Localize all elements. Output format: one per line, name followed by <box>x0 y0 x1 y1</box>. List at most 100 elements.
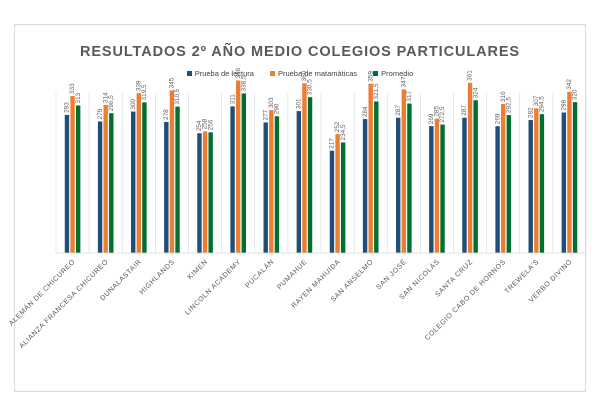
category-label: HIGHLANDS <box>139 258 177 296</box>
bar <box>230 106 235 253</box>
data-label: 272,5 <box>439 106 446 122</box>
bar <box>539 114 545 254</box>
data-label: 313 <box>75 92 82 103</box>
category-label: LINCOLN ACADEMY <box>184 258 242 316</box>
bar <box>197 133 202 253</box>
bar <box>396 117 401 253</box>
bar <box>175 106 180 253</box>
data-label: 333 <box>69 83 76 94</box>
bar <box>75 105 81 253</box>
data-label: 277 <box>262 109 269 120</box>
bar <box>368 83 373 253</box>
data-label: 234,5 <box>340 124 347 140</box>
data-label: 314 <box>102 92 109 103</box>
data-label: 254 <box>196 120 203 131</box>
data-label: 345 <box>169 77 176 88</box>
data-label: 269 <box>494 113 501 124</box>
category-label: KIMEN <box>187 258 210 281</box>
data-label: 307 <box>533 95 540 106</box>
bar <box>241 93 246 254</box>
bar <box>269 110 274 254</box>
data-label: 217 <box>329 138 336 149</box>
legend-item-lectura: Prueba de lectura <box>186 69 254 78</box>
bar <box>263 122 268 254</box>
legend-label-lectura: Prueba de lectura <box>194 69 254 78</box>
data-label: 339 <box>136 80 143 91</box>
bar <box>506 115 511 253</box>
data-label: 293 <box>64 102 71 113</box>
bar <box>235 80 241 253</box>
bar <box>429 126 434 253</box>
legend-item-matematicas: Prueba de matamáticas <box>269 69 358 78</box>
data-label: 359 <box>367 71 374 82</box>
data-label: 296,5 <box>108 95 115 111</box>
bar <box>202 131 208 253</box>
data-label: 317 <box>406 90 413 101</box>
data-label: 361 <box>467 70 474 81</box>
legend-swatch-promedio <box>373 71 379 76</box>
bar <box>296 111 302 253</box>
category-label: TREWELA'S <box>504 258 541 295</box>
data-label: 282 <box>527 107 534 118</box>
bar <box>164 121 169 253</box>
data-label: 284 <box>362 106 369 117</box>
data-label: 278 <box>163 109 170 120</box>
category-label: PUMAHUE <box>276 258 309 291</box>
bar <box>473 100 478 253</box>
data-label: 316 <box>500 91 507 102</box>
data-label: 279 <box>97 108 104 119</box>
category-label: PUCALÁN <box>243 257 276 290</box>
bar <box>500 104 506 254</box>
data-label: 256 <box>207 119 214 130</box>
bar <box>528 120 533 253</box>
bar <box>440 124 445 254</box>
data-label: 347 <box>401 76 408 87</box>
bar <box>307 97 313 253</box>
data-label: 287 <box>461 105 468 116</box>
data-label: 338,5 <box>240 75 247 91</box>
bar <box>136 93 142 253</box>
legend-item-promedio: Promedio <box>373 69 413 78</box>
data-label: 269 <box>428 113 435 124</box>
bar <box>434 118 440 254</box>
data-label: 342 <box>566 79 573 90</box>
bar <box>131 111 136 253</box>
legend-label-matematicas: Prueba de matamáticas <box>277 69 358 78</box>
bar <box>362 119 368 253</box>
bar <box>64 114 70 253</box>
bar <box>169 90 175 253</box>
data-label: 290 <box>274 103 281 114</box>
bar <box>534 108 539 254</box>
legend: Prueba de lectura Prueba de matamáticas … <box>0 69 600 78</box>
legend-swatch-lectura <box>186 71 192 76</box>
bar <box>567 91 572 254</box>
data-label: 301 <box>296 98 303 109</box>
chart-title: RESULTADOS 2º AÑO MEDIO COLEGIOS PARTICU… <box>79 44 520 60</box>
data-label: 303 <box>268 97 275 108</box>
bar <box>561 112 567 253</box>
bar <box>302 83 307 254</box>
bar <box>462 117 467 253</box>
bar <box>401 89 407 254</box>
bar <box>274 116 280 254</box>
bar <box>109 113 114 253</box>
bar <box>103 104 108 253</box>
data-label: 360 <box>301 70 308 81</box>
data-label: 285 <box>434 106 441 117</box>
category-label: ALEMÁN DE CHICUREO <box>7 257 77 327</box>
data-label: 324 <box>472 87 479 98</box>
bar <box>329 150 335 253</box>
data-label: 298 <box>561 99 568 110</box>
data-label: 287 <box>395 105 402 116</box>
legend-swatch-matematicas <box>269 71 275 76</box>
bar <box>142 102 147 253</box>
data-label: 252 <box>334 121 341 132</box>
bar <box>70 96 75 253</box>
bar <box>572 102 578 254</box>
data-label: 311 <box>229 94 236 105</box>
data-label: 366 <box>235 67 242 78</box>
bar <box>467 82 473 253</box>
bar <box>407 103 412 253</box>
bar <box>335 134 340 253</box>
